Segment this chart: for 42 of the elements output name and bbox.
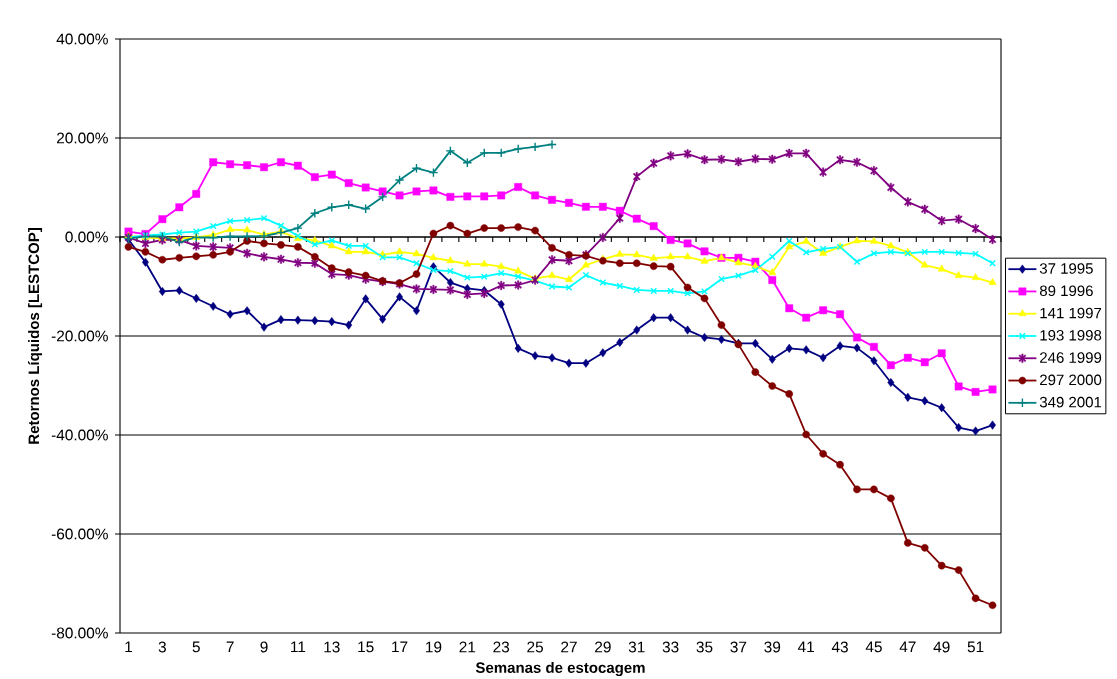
- x-tick-label: 9: [260, 641, 268, 653]
- legend-label: 349 2001: [1039, 396, 1102, 408]
- x-tick-label: 45: [865, 641, 882, 653]
- x-tick-label: 7: [226, 641, 234, 653]
- x-tick-label: 49: [933, 641, 950, 653]
- x-tick-label: 19: [426, 641, 442, 653]
- y-tick-label: -60.00%: [51, 528, 108, 540]
- y-tick-label: 20.00%: [57, 132, 108, 144]
- y-tick-label: 40.00%: [56, 33, 108, 45]
- x-tick-label: 15: [358, 641, 374, 653]
- x-tick-label: 41: [797, 641, 814, 653]
- x-tick-label: 37: [730, 641, 747, 653]
- x-tick-label: 39: [764, 641, 781, 653]
- y-tick-label: 0.00%: [65, 231, 108, 243]
- legend-label: 297 2000: [1040, 374, 1102, 386]
- x-tick-label: 13: [324, 641, 340, 653]
- x-tick-label: 35: [696, 641, 713, 653]
- x-tick-label: 11: [291, 641, 306, 653]
- x-tick-label: 43: [831, 641, 848, 653]
- legend-label: 37 1995: [1039, 263, 1093, 274]
- x-tick-label: 31: [628, 641, 645, 653]
- x-tick-label: 47: [899, 641, 916, 653]
- y-axis-title: Retornos Líquidos [LESTCOP]: [27, 228, 43, 444]
- legend-label: 89 1996: [1039, 285, 1093, 297]
- x-tick-label: 29: [595, 641, 611, 653]
- x-tick-label: 51: [967, 641, 984, 653]
- x-tick-label: 25: [527, 641, 544, 653]
- x-tick-label: 17: [392, 641, 408, 653]
- x-tick-label: 23: [493, 641, 510, 653]
- y-tick-label: -20.00%: [51, 330, 108, 342]
- x-tick-label: 33: [662, 641, 679, 653]
- legend-label: 246 1999: [1040, 352, 1102, 363]
- x-tick-label: 3: [158, 641, 166, 653]
- legend-label: 193 1998: [1040, 330, 1102, 341]
- x-tick-label: 1: [125, 641, 133, 653]
- y-tick-label: -40.00%: [51, 429, 108, 441]
- x-tick-label: 27: [561, 641, 577, 653]
- y-tick-label: -80.00%: [51, 627, 108, 639]
- legend-label: 141 1997: [1040, 307, 1102, 319]
- x-tick-label: 5: [192, 641, 200, 653]
- x-axis-title: Semanas de estocagem: [475, 661, 645, 677]
- x-tick-label: 21: [459, 641, 476, 653]
